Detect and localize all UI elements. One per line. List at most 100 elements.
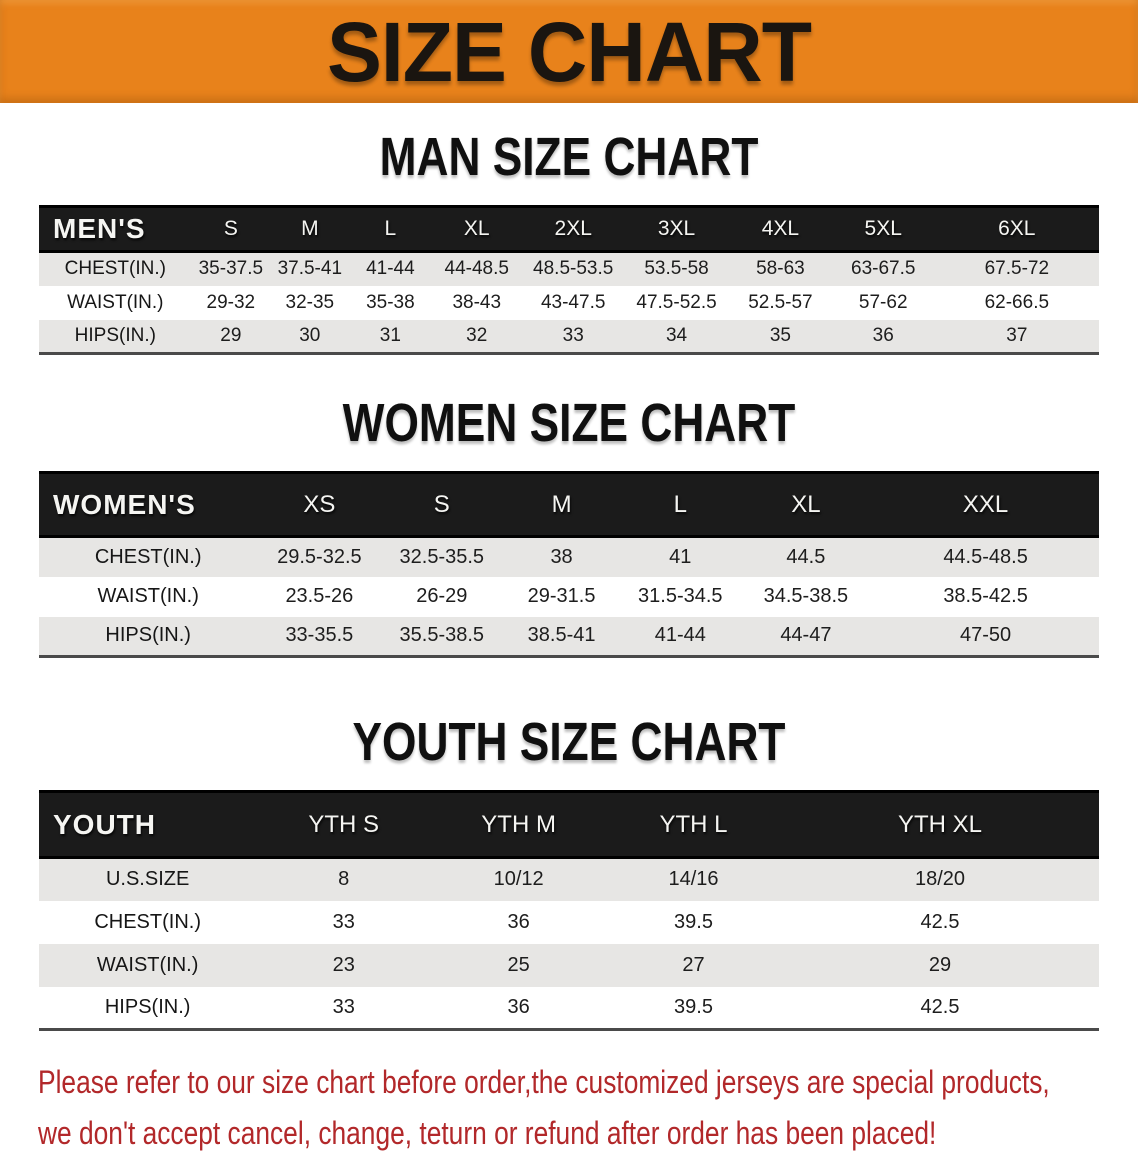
value-cell: 23.5-26 [257,576,382,617]
size-column-header: 5XL [831,205,935,253]
women-section-heading: WOMEN SIZE CHART [0,395,1138,451]
table-row: U.S.SIZE 8 10/12 14/16 18/20 [39,857,1099,901]
value-cell: 47.5-52.5 [624,285,730,320]
women-size-table: WOMEN'S XS S M L XL XXL CHEST(IN.) 29.5-32.5 32.5… [39,471,1099,658]
value-cell: 38.5-42.5 [872,576,1099,617]
size-column-header: 2XL [522,205,625,253]
row-label-cell: HIPS(IN.) [39,616,258,657]
value-cell: 32 [431,319,523,354]
value-cell: 14/16 [606,857,781,901]
header-row: YOUTH YTH S YTH M YTH L YTH XL [39,790,1099,859]
value-cell: 43-47.5 [522,285,625,320]
value-cell: 29-31.5 [502,576,621,617]
disclaimer-line-1: Please refer to our size chart before or… [38,1064,1050,1100]
value-cell: 41-44 [349,251,432,286]
size-column-header: XXL [872,471,1099,538]
value-cell: 27 [606,943,781,987]
value-cell: 26-29 [381,576,503,617]
value-cell: 33-35.5 [257,616,382,657]
value-cell: 48.5-53.5 [522,251,625,286]
size-column-header: S [381,471,503,538]
disclaimer-note: Please refer to our size chart before or… [38,1057,1116,1159]
value-cell: 10/12 [431,857,607,901]
size-column-header: 4XL [729,205,832,253]
row-label-cell: HIPS(IN.) [39,986,257,1030]
value-cell: 31 [349,319,432,354]
youth-size-section: YOUTH SIZE CHART YOUTH YTH S YTH M YTH L YTH… [0,714,1138,1031]
value-cell: 34 [624,319,730,354]
size-column-header: M [270,205,350,253]
table-row: WAIST(IN.) 23 25 27 29 [39,943,1099,987]
row-label-cell: WAIST(IN.) [39,576,258,617]
table-row: CHEST(IN.) 33 36 39.5 42.5 [39,900,1099,944]
value-cell: 41-44 [620,616,740,657]
row-label-cell: WAIST(IN.) [39,285,192,320]
value-cell: 30 [270,319,350,354]
size-column-header: YTH XL [780,790,1099,859]
value-cell: 23 [256,943,432,987]
value-cell: 33 [256,986,432,1030]
value-cell: 58-63 [729,251,832,286]
size-column-header: XL [739,471,873,538]
row-label-cell: CHEST(IN.) [39,900,257,944]
value-cell: 35-38 [349,285,432,320]
size-column-header: YTH M [431,790,607,859]
value-cell: 39.5 [606,986,781,1030]
men-size-section: MAN SIZE CHART MEN'S S M L XL 2XL 3XL 4XL 5XL 6XL… [0,129,1138,355]
men-section-heading: MAN SIZE CHART [0,129,1138,185]
header-row: WOMEN'S XS S M L XL XXL [39,471,1099,538]
table-row: CHEST(IN.) 29.5-32.5 32.5-35.5 38 41 44.5 44.5… [39,536,1099,577]
women-size-section: WOMEN SIZE CHART WOMEN'S XS S M L XL XXL CHEST(… [0,395,1138,658]
disclaimer-line-2: we don't accept cancel, change, teturn o… [38,1115,937,1151]
row-label-cell: WAIST(IN.) [39,943,257,987]
row-label-cell: CHEST(IN.) [39,251,192,286]
value-cell: 35-37.5 [191,251,271,286]
size-column-header: S [191,205,271,253]
size-column-header: 6XL [934,205,1099,253]
youth-section-heading: YOUTH SIZE CHART [0,714,1138,770]
table-row: CHEST(IN.) 35-37.5 37.5-41 41-44 44-48.5 48.5… [39,251,1099,286]
value-cell: 44.5 [739,536,873,577]
size-column-header: L [349,205,432,253]
men-size-table: MEN'S S M L XL 2XL 3XL 4XL 5XL 6XL CHEST(IN.) 35-37… [39,205,1099,355]
value-cell: 47-50 [872,616,1099,657]
size-column-header: YTH S [256,790,432,859]
table-header-label: YOUTH [39,790,257,859]
size-column-header: XL [431,205,523,253]
value-cell: 39.5 [606,900,781,944]
value-cell: 35 [729,319,832,354]
value-cell: 36 [431,986,607,1030]
header-row: MEN'S S M L XL 2XL 3XL 4XL 5XL 6XL [39,205,1099,253]
women-section-heading-text: WOMEN SIZE CHART [342,393,796,453]
size-column-header: L [620,471,740,538]
youth-size-table: YOUTH YTH S YTH M YTH L YTH XL U.S.SIZE 8 10/12… [39,790,1099,1031]
row-label-cell: HIPS(IN.) [39,319,192,354]
value-cell: 33 [256,900,432,944]
value-cell: 33 [522,319,625,354]
value-cell: 38 [502,536,621,577]
value-cell: 29.5-32.5 [257,536,382,577]
size-column-header: M [502,471,621,538]
value-cell: 42.5 [780,900,1099,944]
row-label-cell: U.S.SIZE [39,857,257,901]
value-cell: 42.5 [780,986,1099,1030]
value-cell: 57-62 [831,285,935,320]
size-chart-banner: SIZE CHART [0,0,1138,103]
table-header-label: WOMEN'S [39,471,258,538]
value-cell: 67.5-72 [934,251,1099,286]
row-label-cell: CHEST(IN.) [39,536,258,577]
value-cell: 41 [620,536,740,577]
value-cell: 38-43 [431,285,523,320]
value-cell: 37.5-41 [270,251,350,286]
value-cell: 44-48.5 [431,251,523,286]
size-column-header: YTH L [606,790,781,859]
value-cell: 34.5-38.5 [739,576,873,617]
value-cell: 53.5-58 [624,251,730,286]
table-row: WAIST(IN.) 23.5-26 26-29 29-31.5 31.5-34.5 34… [39,576,1099,617]
value-cell: 29 [191,319,271,354]
value-cell: 36 [831,319,935,354]
value-cell: 62-66.5 [934,285,1099,320]
table-row: WAIST(IN.) 29-32 32-35 35-38 38-43 43-47.5 47.… [39,285,1099,320]
value-cell: 31.5-34.5 [620,576,740,617]
value-cell: 63-67.5 [831,251,935,286]
